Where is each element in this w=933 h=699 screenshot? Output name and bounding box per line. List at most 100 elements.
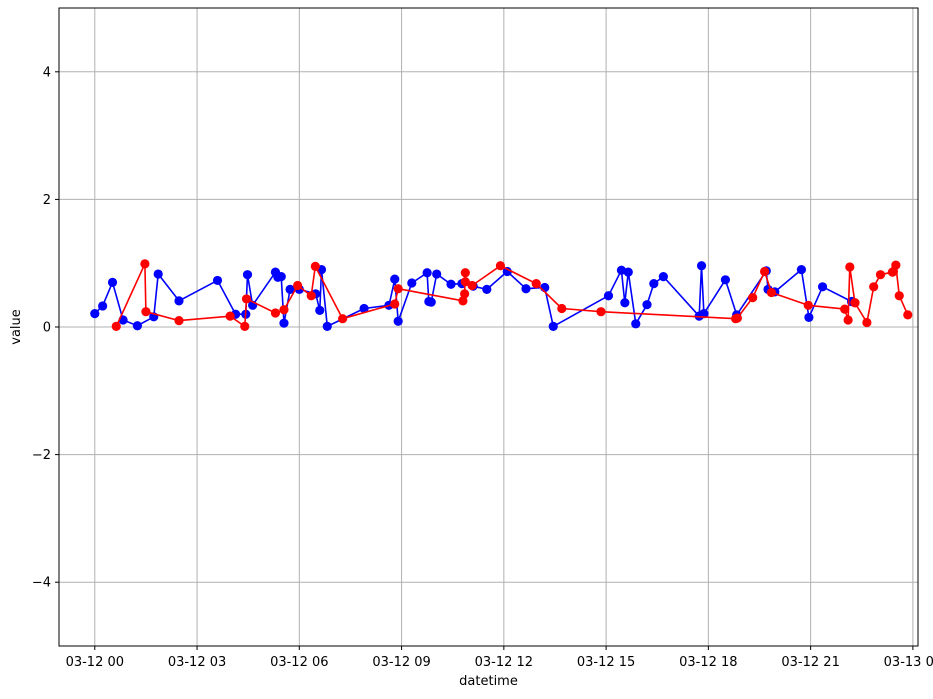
x-tick-label: 03-12 21 bbox=[781, 655, 839, 670]
x-tick-label: 03-12 18 bbox=[679, 655, 737, 670]
y-axis-label: value bbox=[9, 309, 24, 345]
y-tick-label: −2 bbox=[32, 448, 51, 463]
data-point bbox=[426, 297, 436, 307]
data-point bbox=[843, 315, 853, 325]
y-tick-label: 2 bbox=[43, 193, 51, 208]
data-point bbox=[720, 275, 731, 285]
data-point bbox=[241, 294, 252, 304]
data-point bbox=[140, 259, 150, 269]
data-point bbox=[699, 309, 709, 319]
data-point bbox=[390, 274, 400, 284]
y-tick-label: 0 bbox=[43, 321, 51, 336]
data-point bbox=[310, 261, 320, 271]
data-point bbox=[531, 279, 541, 289]
data-point bbox=[132, 321, 143, 331]
data-point bbox=[495, 261, 506, 271]
data-point bbox=[393, 316, 403, 326]
data-point bbox=[596, 307, 606, 317]
data-point bbox=[225, 311, 235, 321]
data-point bbox=[359, 303, 369, 314]
data-point bbox=[390, 299, 400, 309]
x-axis-ticks: 03-12 00 03-12 03 03-12 06 03-12 09 03-12 12… bbox=[66, 646, 933, 670]
data-point bbox=[111, 321, 121, 331]
data-point bbox=[845, 262, 855, 272]
data-point bbox=[393, 284, 403, 294]
data-point bbox=[603, 291, 614, 301]
data-point bbox=[446, 279, 456, 289]
data-point bbox=[623, 267, 633, 277]
data-point bbox=[548, 321, 558, 331]
data-point bbox=[460, 277, 470, 287]
series-2 bbox=[111, 259, 913, 331]
data-point bbox=[869, 282, 879, 292]
data-point bbox=[285, 284, 295, 294]
data-point bbox=[658, 271, 668, 282]
series-line bbox=[115, 262, 909, 328]
data-point bbox=[862, 317, 872, 328]
data-point bbox=[482, 284, 492, 294]
data-point bbox=[732, 313, 742, 323]
y-tick-label: −4 bbox=[32, 576, 51, 591]
data-point bbox=[422, 268, 432, 278]
data-point bbox=[279, 305, 289, 315]
data-point bbox=[804, 312, 814, 323]
x-tick-label: 03-12 09 bbox=[372, 655, 430, 670]
data-point bbox=[270, 308, 281, 318]
data-point bbox=[460, 268, 470, 278]
data-point bbox=[242, 270, 253, 280]
data-point bbox=[141, 307, 151, 317]
data-point bbox=[875, 270, 886, 280]
x-tick-label: 03-13 00 bbox=[884, 655, 933, 670]
data-point bbox=[98, 301, 108, 311]
data-point bbox=[279, 318, 289, 328]
data-point bbox=[153, 269, 163, 279]
y-axis-ticks: −4 −2 0 2 4 bbox=[32, 65, 59, 591]
data-point bbox=[458, 296, 468, 306]
data-point bbox=[467, 280, 477, 291]
data-point bbox=[276, 271, 286, 282]
y-tick-label: 4 bbox=[43, 65, 51, 80]
series-layer bbox=[90, 259, 913, 331]
data-point bbox=[212, 275, 223, 286]
data-point bbox=[460, 289, 470, 299]
data-point bbox=[817, 282, 828, 292]
data-point bbox=[338, 314, 348, 324]
data-point bbox=[315, 305, 325, 316]
data-point bbox=[903, 310, 913, 320]
data-point bbox=[107, 277, 118, 287]
data-point bbox=[748, 293, 758, 303]
x-tick-label: 03-12 03 bbox=[168, 655, 226, 670]
grid bbox=[59, 8, 918, 646]
data-point bbox=[850, 298, 860, 308]
data-point bbox=[557, 303, 567, 314]
data-point bbox=[760, 266, 770, 277]
data-point bbox=[90, 309, 100, 319]
data-point bbox=[407, 278, 417, 288]
data-point bbox=[293, 280, 303, 291]
data-point bbox=[891, 260, 901, 270]
data-point bbox=[894, 291, 904, 301]
data-point bbox=[642, 300, 652, 310]
x-tick-label: 03-12 00 bbox=[66, 655, 124, 670]
x-tick-label: 03-12 12 bbox=[475, 655, 533, 670]
data-point bbox=[174, 316, 184, 326]
data-point bbox=[174, 296, 184, 306]
data-point bbox=[502, 266, 512, 277]
x-tick-label: 03-12 15 bbox=[577, 655, 635, 670]
data-point bbox=[631, 319, 641, 329]
data-point bbox=[432, 269, 442, 279]
data-point bbox=[796, 264, 807, 275]
data-point bbox=[649, 279, 659, 289]
x-tick-label: 03-12 06 bbox=[270, 655, 328, 670]
data-point bbox=[521, 284, 531, 294]
data-point bbox=[803, 300, 813, 310]
data-point bbox=[840, 304, 850, 314]
data-point bbox=[766, 287, 777, 298]
data-point bbox=[540, 282, 550, 293]
data-point bbox=[696, 261, 707, 271]
data-point bbox=[306, 291, 316, 301]
x-axis-label: datetime bbox=[459, 674, 518, 689]
data-point bbox=[240, 321, 250, 331]
